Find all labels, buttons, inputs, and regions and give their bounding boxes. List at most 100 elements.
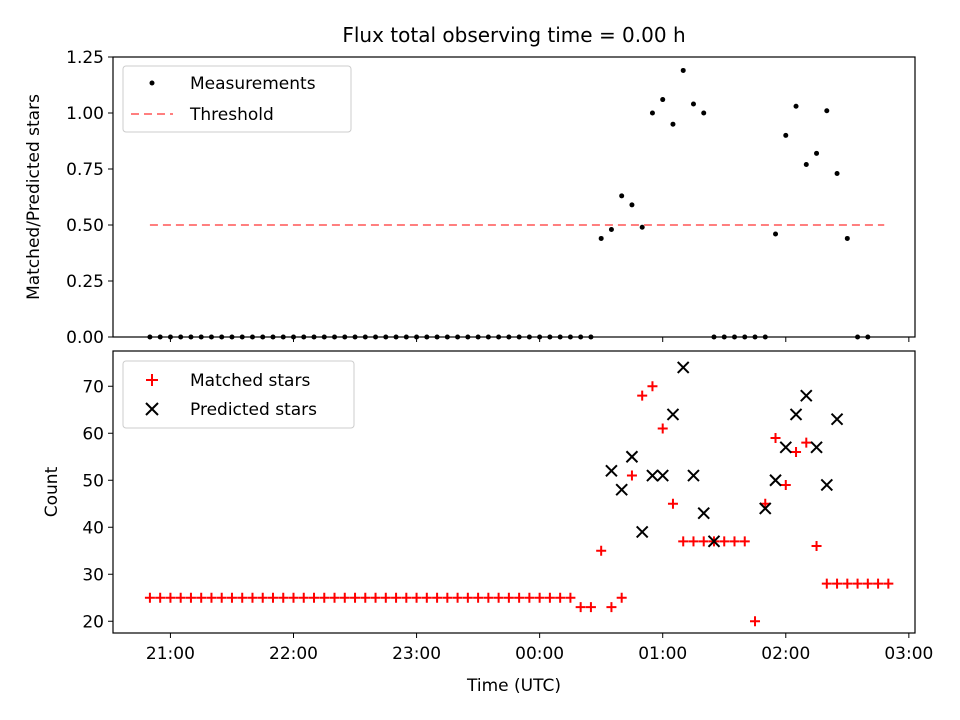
y-tick-label: 0.75 (66, 160, 104, 180)
matched-stars-point (524, 592, 535, 603)
matched-stars-point (278, 592, 289, 603)
y-tick-label: 50 (82, 471, 104, 491)
top-legend: Measurements Threshold (122, 65, 352, 133)
measurement-point (793, 103, 799, 109)
matched-stars-point (883, 578, 894, 589)
y-tick-label: 40 (82, 518, 104, 538)
matched-stars-point (339, 592, 350, 603)
predicted-stars-point (779, 441, 792, 454)
matched-stars-point (698, 536, 709, 547)
y-tick-label: 60 (82, 424, 104, 444)
matched-stars-point (770, 432, 781, 443)
y-tick-label: 1.00 (66, 104, 104, 124)
measurement-point (834, 170, 840, 176)
matched-stars-point (544, 592, 555, 603)
matched-stars-point (216, 592, 227, 603)
matched-stars-point (667, 498, 678, 509)
bottom-y-axis-label: Count (42, 466, 62, 517)
matched-stars-point (565, 592, 576, 603)
matched-stars-point (626, 470, 637, 481)
top-x-ticks (169, 337, 910, 342)
measurement-point (639, 224, 645, 230)
predicted-stars-point (769, 474, 782, 487)
matched-stars-point (493, 592, 504, 603)
predicted-stars-point (789, 408, 803, 421)
x-tick-label: 00:00 (515, 644, 564, 664)
legend-measurements-marker (149, 80, 155, 86)
matched-stars-point (606, 602, 617, 613)
bottom-x-ticks: 21:00 22:00 23:00 00:00 01:00 02:00 03:00 (146, 633, 933, 664)
legend-matched-label: Matched stars (190, 371, 310, 391)
matched-stars-point (801, 437, 812, 448)
matched-stars-point (647, 381, 658, 392)
predicted-stars-point (810, 441, 823, 454)
matched-stars-point (350, 592, 361, 603)
bottom-legend-frame (122, 360, 355, 429)
matched-stars-point (688, 536, 699, 547)
x-tick-label: 22:00 (269, 644, 318, 664)
measurement-point (629, 202, 635, 208)
matched-stars-point (370, 592, 381, 603)
measurement-point (824, 108, 830, 114)
matched-stars-point (309, 592, 320, 603)
matched-stars-point (237, 592, 248, 603)
matched-stars-point (852, 578, 863, 589)
matched-stars-point (155, 592, 166, 603)
matched-stars-point (185, 592, 196, 603)
predicted-stars-point (605, 464, 618, 478)
legend-predicted-label: Predicted stars (190, 400, 317, 420)
measurement-point (680, 67, 686, 73)
bottom-marks (144, 361, 894, 627)
matched-stars-point (319, 592, 330, 603)
measurement-point (690, 101, 696, 107)
matched-stars-point (637, 390, 648, 401)
matched-stars-point (811, 541, 822, 552)
measurement-point (844, 235, 850, 241)
measurement-point (701, 110, 707, 116)
predicted-stars-point (830, 412, 844, 426)
matched-stars-point (503, 592, 514, 603)
measurement-point (670, 121, 676, 127)
matched-stars-point (421, 592, 432, 603)
matched-stars-point (596, 545, 607, 556)
matched-stars-point (452, 592, 463, 603)
matched-stars-point (678, 536, 689, 547)
measurement-point (783, 132, 789, 138)
predicted-stars-point (687, 469, 700, 482)
legend-measurements-label: Measurements (190, 74, 316, 94)
matched-stars-point (575, 602, 586, 613)
matched-stars-point (165, 592, 176, 603)
predicted-stars-point (697, 506, 710, 520)
top-legend-frame (122, 65, 352, 133)
matched-stars-point (719, 536, 730, 547)
x-tick-label: 23:00 (392, 644, 441, 664)
matched-stars-point (288, 592, 299, 603)
x-tick-label: 21:00 (146, 644, 195, 664)
chart-title: Flux total observing time = 0.00 h (342, 23, 685, 47)
legend-threshold-label: Threshold (189, 105, 274, 125)
matched-stars-point (791, 447, 802, 458)
x-tick-label: 01:00 (638, 644, 687, 664)
predicted-stars-point (666, 408, 680, 421)
top-plot-frame (112, 56, 916, 338)
legend-predicted-marker (145, 402, 159, 416)
matched-stars-point (144, 592, 155, 603)
predicted-stars-point (656, 469, 669, 482)
top-panel: 0.00 0.25 0.50 0.75 1.00 1.25 Matched/Predict… (24, 48, 916, 348)
y-tick-label: 30 (82, 565, 104, 585)
y-tick-label: 0.50 (66, 216, 104, 236)
predicted-stars-point (677, 361, 690, 374)
y-tick-label: 70 (82, 377, 104, 397)
matched-stars-point (585, 602, 596, 613)
matched-stars-point (483, 592, 494, 603)
matched-stars-point (298, 592, 309, 603)
matched-stars-point (360, 592, 371, 603)
measurement-point (649, 110, 655, 116)
matched-stars-point (842, 578, 853, 589)
matched-stars-point (462, 592, 473, 603)
bottom-plot-frame (112, 350, 916, 634)
matched-stars-point (821, 578, 832, 589)
predicted-stars-point (615, 483, 628, 496)
measurement-point (660, 97, 666, 103)
predicted-stars-point (646, 469, 659, 482)
